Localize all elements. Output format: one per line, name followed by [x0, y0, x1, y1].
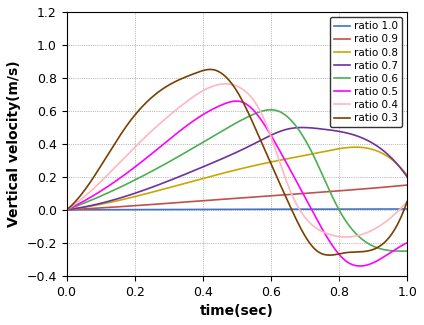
- ratio 0.3: [64, 208, 69, 212]
- ratio 0.8: [230, 169, 235, 173]
- ratio 0.8: [81, 205, 86, 209]
- Legend: ratio 1.0, ratio 0.9, ratio 0.8, ratio 0.7, ratio 0.6, ratio 0.5, ratio 0.4, rat: ratio 1.0, ratio 0.9, ratio 0.8, ratio 0…: [330, 17, 402, 127]
- ratio 0.5: [332, 247, 338, 251]
- ratio 0.6: [220, 128, 226, 132]
- ratio 1.0: [230, 207, 235, 211]
- ratio 0.5: [357, 264, 363, 268]
- ratio 0.6: [230, 123, 235, 127]
- ratio 1.0: [394, 207, 399, 211]
- ratio 0.7: [300, 125, 305, 129]
- ratio 0.6: [81, 201, 86, 205]
- ratio 0.9: [81, 207, 86, 211]
- ratio 0.7: [230, 152, 235, 156]
- ratio 0.4: [395, 210, 400, 214]
- ratio 0.6: [64, 208, 69, 212]
- ratio 1.0: [404, 207, 410, 211]
- ratio 0.4: [332, 234, 338, 238]
- ratio 0.5: [234, 99, 239, 103]
- ratio 0.4: [230, 83, 235, 87]
- ratio 0.4: [223, 82, 228, 86]
- ratio 0.6: [395, 249, 400, 253]
- ratio 0.3: [395, 222, 400, 226]
- Line: ratio 0.3: ratio 0.3: [67, 70, 407, 255]
- ratio 0.4: [64, 208, 69, 212]
- ratio 1.0: [220, 207, 226, 211]
- ratio 1.0: [332, 207, 337, 211]
- ratio 1.0: [395, 207, 400, 211]
- ratio 1.0: [81, 208, 86, 212]
- ratio 0.7: [332, 129, 338, 133]
- Line: ratio 0.8: ratio 0.8: [67, 147, 407, 210]
- ratio 0.9: [394, 184, 399, 188]
- ratio 0.3: [208, 68, 213, 72]
- ratio 0.6: [404, 249, 410, 253]
- ratio 0.9: [404, 183, 410, 187]
- ratio 0.7: [81, 205, 86, 209]
- ratio 0.5: [81, 199, 86, 203]
- ratio 0.8: [353, 145, 358, 149]
- ratio 0.9: [220, 197, 226, 201]
- ratio 0.6: [332, 200, 338, 204]
- Line: ratio 0.9: ratio 0.9: [67, 185, 407, 210]
- ratio 0.4: [395, 210, 400, 214]
- Y-axis label: Vertical velocity(m/s): Vertical velocity(m/s): [7, 60, 21, 227]
- ratio 0.9: [332, 189, 337, 193]
- ratio 0.4: [404, 200, 410, 203]
- ratio 0.3: [81, 189, 86, 193]
- ratio 0.7: [395, 162, 400, 166]
- ratio 0.3: [327, 253, 332, 257]
- ratio 0.8: [404, 173, 410, 177]
- ratio 0.8: [220, 171, 226, 175]
- ratio 0.3: [332, 253, 338, 257]
- Line: ratio 0.7: ratio 0.7: [67, 127, 407, 210]
- ratio 0.6: [395, 249, 400, 253]
- ratio 0.9: [395, 184, 400, 188]
- ratio 0.4: [220, 82, 226, 86]
- ratio 0.4: [81, 195, 86, 199]
- ratio 1.0: [64, 208, 69, 212]
- ratio 0.3: [395, 223, 400, 227]
- ratio 0.5: [404, 241, 410, 245]
- ratio 0.5: [395, 246, 400, 250]
- ratio 0.8: [332, 148, 337, 151]
- ratio 0.3: [221, 73, 226, 77]
- ratio 0.7: [395, 162, 400, 166]
- ratio 0.7: [404, 175, 410, 179]
- ratio 0.7: [220, 156, 226, 160]
- ratio 0.9: [64, 208, 69, 212]
- ratio 0.3: [230, 83, 235, 86]
- ratio 0.6: [399, 249, 404, 253]
- Line: ratio 0.6: ratio 0.6: [67, 110, 407, 251]
- Line: ratio 0.5: ratio 0.5: [67, 101, 407, 266]
- ratio 0.6: [268, 108, 273, 112]
- ratio 0.5: [230, 99, 235, 103]
- ratio 0.8: [64, 208, 69, 212]
- ratio 0.4: [343, 235, 348, 239]
- ratio 0.7: [64, 208, 69, 212]
- ratio 0.5: [64, 208, 69, 212]
- Line: ratio 1.0: ratio 1.0: [67, 209, 407, 210]
- ratio 0.5: [395, 246, 400, 250]
- ratio 0.5: [220, 102, 226, 106]
- X-axis label: time(sec): time(sec): [200, 304, 274, 318]
- ratio 0.8: [395, 162, 400, 166]
- ratio 0.3: [404, 200, 410, 203]
- ratio 0.8: [395, 162, 400, 166]
- Line: ratio 0.4: ratio 0.4: [67, 84, 407, 237]
- ratio 0.9: [230, 197, 235, 201]
